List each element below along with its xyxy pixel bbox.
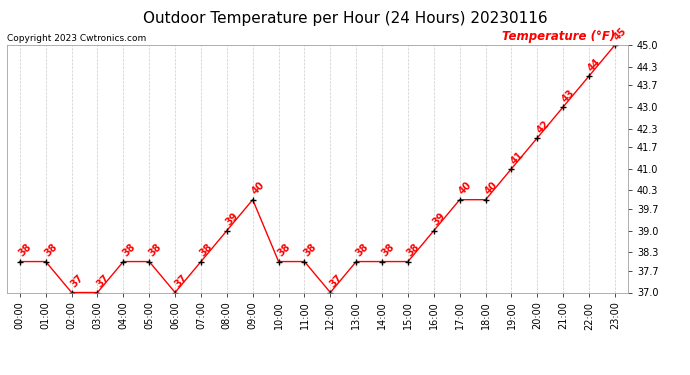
Text: 38: 38 <box>353 242 370 259</box>
Text: 37: 37 <box>95 273 111 290</box>
Text: 38: 38 <box>43 242 59 259</box>
Text: 38: 38 <box>276 242 293 259</box>
Text: 40: 40 <box>250 180 266 197</box>
Text: 38: 38 <box>146 242 163 259</box>
Text: 45: 45 <box>612 26 629 42</box>
Text: 42: 42 <box>535 118 551 135</box>
Text: 37: 37 <box>172 273 189 290</box>
Text: 41: 41 <box>509 149 525 166</box>
Text: 44: 44 <box>586 57 603 73</box>
Text: 39: 39 <box>431 211 448 228</box>
Text: 38: 38 <box>302 242 318 259</box>
Text: 37: 37 <box>69 273 86 290</box>
Text: 38: 38 <box>198 242 215 259</box>
Text: 37: 37 <box>328 273 344 290</box>
Text: 39: 39 <box>224 211 241 228</box>
Text: Outdoor Temperature per Hour (24 Hours) 20230116: Outdoor Temperature per Hour (24 Hours) … <box>143 11 547 26</box>
Text: Copyright 2023 Cwtronics.com: Copyright 2023 Cwtronics.com <box>7 33 146 42</box>
Text: 38: 38 <box>405 242 422 259</box>
Text: Temperature (°F): Temperature (°F) <box>502 30 615 42</box>
Text: 40: 40 <box>483 180 500 197</box>
Text: 40: 40 <box>457 180 473 197</box>
Text: 38: 38 <box>380 242 396 259</box>
Text: 38: 38 <box>17 242 34 259</box>
Text: 43: 43 <box>560 87 577 104</box>
Text: 38: 38 <box>121 242 137 259</box>
